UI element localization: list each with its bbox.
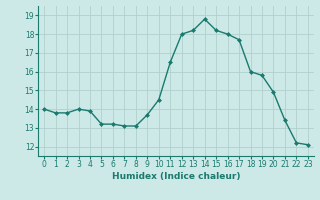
X-axis label: Humidex (Indice chaleur): Humidex (Indice chaleur) — [112, 172, 240, 181]
